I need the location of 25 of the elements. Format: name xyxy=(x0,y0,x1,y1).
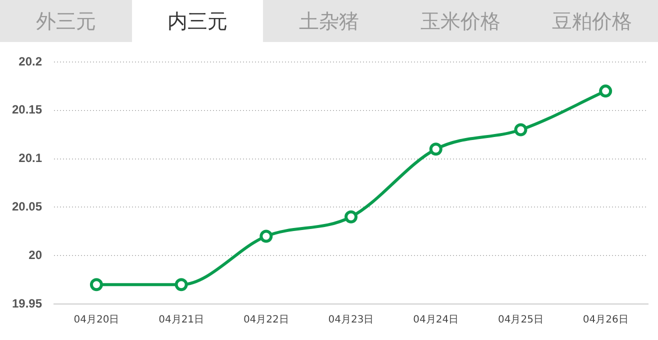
y-tick-label: 19.95 xyxy=(12,296,42,310)
y-tick-label: 20.2 xyxy=(18,54,42,68)
x-tick-label: 04月20日 xyxy=(74,314,120,326)
text: 内三元 xyxy=(132,0,264,42)
x-tick-label: 04月23日 xyxy=(328,314,374,326)
point xyxy=(90,278,103,292)
x-tick-label: 04月21日 xyxy=(158,314,204,326)
point xyxy=(429,142,442,156)
point xyxy=(260,230,273,243)
x-tick-label: 04月24日 xyxy=(413,314,459,326)
y-tick-label: 20 xyxy=(28,248,42,262)
x-tick-label: 04月22日 xyxy=(243,314,289,326)
point xyxy=(174,278,188,292)
text: 外三元 xyxy=(0,0,132,42)
point xyxy=(514,123,528,136)
y-tick-label: 20.1 xyxy=(18,151,42,166)
text: 豆粕价格 xyxy=(526,0,658,42)
y-tick-label: 20.15 xyxy=(12,102,42,117)
point xyxy=(599,84,612,98)
point xyxy=(344,210,358,224)
x-tick-label: 04月25日 xyxy=(498,314,544,326)
y-tick-label: 20.05 xyxy=(12,200,42,214)
text: 玉米价格 xyxy=(394,0,526,42)
text: 土杂猪 xyxy=(263,0,395,42)
x-tick-label: 04月26日 xyxy=(582,314,628,326)
